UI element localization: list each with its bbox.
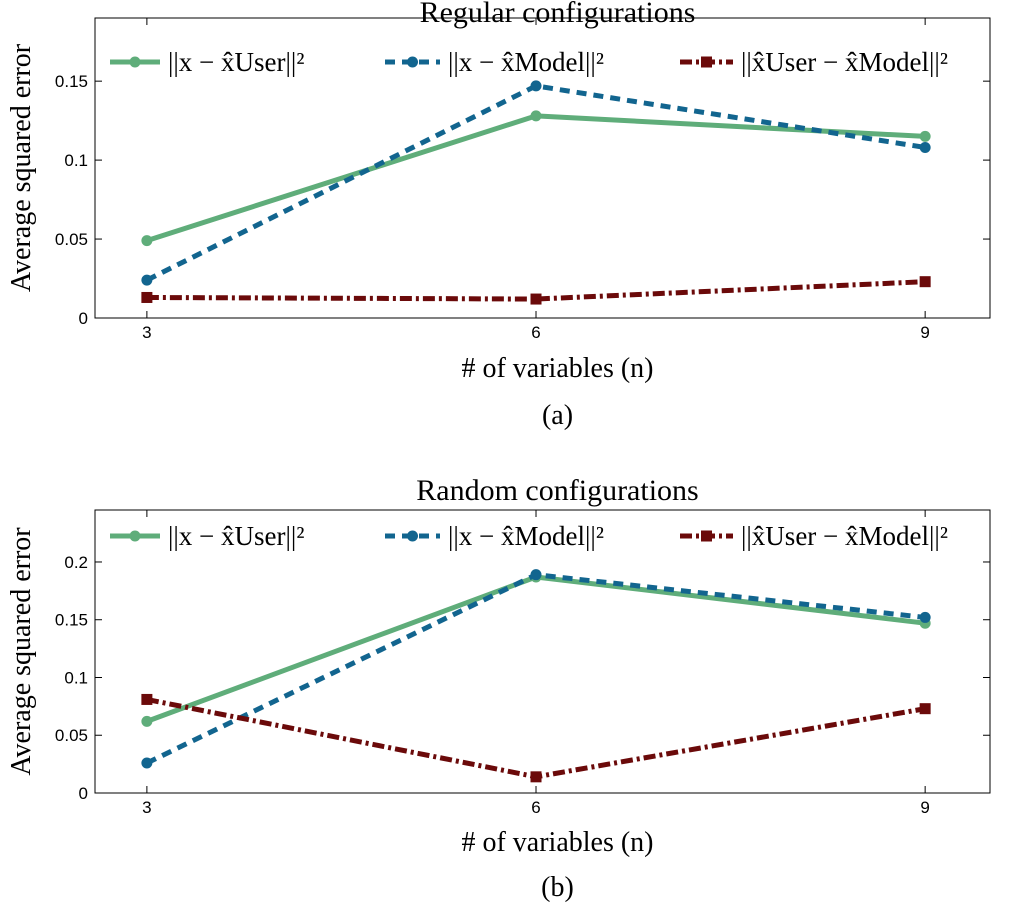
chart-panel-b: Random configurations Average squared err…: [6, 474, 991, 903]
legend-marker: [407, 530, 418, 542]
legend-label: ||x̂User − x̂Model||²: [741, 47, 948, 77]
legend-marker: [701, 530, 712, 542]
series-3: [141, 693, 931, 783]
data-point: [141, 757, 153, 769]
data-point: [141, 715, 153, 727]
series-2: [141, 569, 931, 769]
data-point: [919, 611, 931, 623]
x-tick-label: 6: [531, 798, 540, 817]
data-point: [919, 276, 931, 288]
series-3: [141, 276, 931, 305]
y-tick-label: 0: [79, 309, 88, 328]
y-tick-label: 0.1: [64, 668, 88, 687]
x-tick-label: 6: [531, 323, 540, 342]
y-tick-label: 0.15: [55, 72, 88, 91]
plot-frame: [94, 509, 991, 794]
data-point: [530, 771, 542, 783]
data-point: [530, 110, 542, 122]
legend-entry: ||x − x̂User||²: [110, 47, 304, 77]
panel-caption: (b): [541, 872, 574, 903]
series-1: [141, 110, 931, 247]
x-tick-label: 9: [920, 798, 929, 817]
legend-entry: ||x − x̂Model||²: [385, 521, 604, 551]
y-tick-label: 0.2: [64, 553, 88, 572]
data-point: [141, 291, 153, 303]
panel-caption: (a): [542, 400, 573, 431]
data-point: [530, 569, 542, 581]
legend-label: ||x − x̂User||²: [168, 47, 304, 77]
series-line: [146, 279, 926, 302]
y-tick-label: 0.05: [55, 726, 88, 745]
data-point: [141, 274, 153, 286]
y-tick-label: 0: [79, 784, 88, 803]
data-point: [141, 693, 153, 705]
legend-entry: ||x̂User − x̂Model||²: [680, 521, 948, 551]
series-2: [141, 80, 931, 286]
legend-marker: [129, 530, 141, 542]
data-point: [919, 703, 931, 715]
legend-entry: ||x − x̂Model||²: [385, 47, 604, 77]
x-tick-label: 3: [142, 323, 151, 342]
series-line: [146, 113, 926, 244]
data-point: [919, 130, 931, 142]
legend-label: ||x − x̂Model||²: [448, 47, 604, 77]
x-axis-label: # of variables (n): [461, 353, 653, 384]
y-tick-label: 0.15: [55, 611, 88, 630]
y-tick-label: 0.1: [64, 151, 88, 170]
series-line: [146, 574, 926, 724]
y-axis-label: Average squared error: [6, 527, 37, 776]
legend-label: ||x − x̂User||²: [168, 521, 304, 551]
data-point: [530, 80, 542, 92]
series-1: [141, 571, 931, 727]
legend-marker: [407, 56, 418, 68]
legend-entry: ||x̂User − x̂Model||²: [680, 47, 948, 77]
legend-entry: ||x − x̂User||²: [110, 521, 304, 551]
data-point: [141, 235, 153, 247]
x-axis-label: # of variables (n): [461, 827, 653, 858]
data-point: [530, 293, 542, 305]
x-tick-label: 3: [142, 798, 151, 817]
y-axis-label: Average squared error: [6, 43, 37, 292]
x-tick-label: 9: [920, 323, 929, 342]
chart-title: Regular configurations: [420, 0, 696, 29]
series-line: [145, 572, 926, 766]
series-line: [146, 696, 926, 780]
y-tick-label: 0.05: [55, 230, 88, 249]
legend-marker: [129, 56, 141, 68]
plot-frame: [94, 17, 991, 319]
chart-title: Random configurations: [416, 474, 698, 507]
chart-panel-a: Regular configurations Average squared er…: [6, 0, 991, 431]
legend-marker: [701, 56, 712, 68]
legend-label: ||x − x̂Model||²: [448, 521, 604, 551]
data-point: [919, 141, 931, 153]
legend-label: ||x̂User − x̂Model||²: [741, 521, 948, 551]
